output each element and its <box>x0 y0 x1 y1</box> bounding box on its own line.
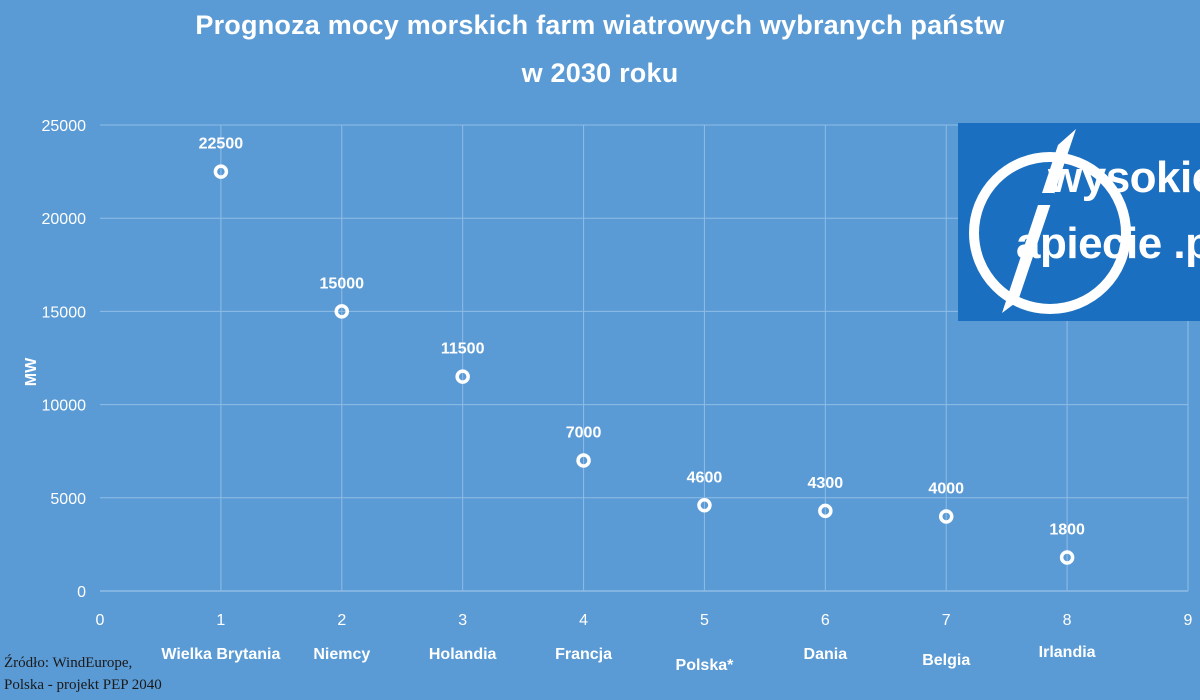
source-note-line-2: Polska - projekt PEP 2040 <box>4 677 162 693</box>
data-point <box>455 369 470 384</box>
category-label: Irlandia <box>1039 644 1096 661</box>
category-label: Niemcy <box>313 646 370 663</box>
y-axis-label: MW <box>23 357 40 386</box>
data-point <box>818 503 833 519</box>
y-tick-label: 25000 <box>42 118 87 135</box>
data-point <box>334 304 350 319</box>
chart-title: Prognoza mocy morskich farm wiatrowych w… <box>195 10 1005 40</box>
y-tick-label: 5000 <box>50 491 86 508</box>
category-label: Holandia <box>429 646 497 663</box>
y-tick-label: 10000 <box>42 398 87 415</box>
data-point <box>213 164 229 179</box>
source-note: Źródło: WindEurope, <box>4 655 133 671</box>
x-tick-label: 0 <box>96 612 105 629</box>
x-tick-label: 3 <box>458 612 467 629</box>
data-point <box>1059 550 1075 565</box>
x-tick-label: 8 <box>1063 612 1072 629</box>
logo: wysokie apiecie .pl <box>958 123 1200 321</box>
data-point <box>938 509 954 524</box>
category-label: Francja <box>555 646 612 663</box>
x-tick-label: 6 <box>821 612 830 629</box>
category-label: Belgia <box>922 652 970 669</box>
data-point <box>697 498 712 513</box>
x-tick-label: 9 <box>1184 612 1193 629</box>
y-tick-label: 20000 <box>42 211 87 228</box>
category-label: Polska* <box>676 657 735 674</box>
data-point <box>576 453 591 468</box>
data-label: 4600 <box>687 469 723 486</box>
data-label: 15000 <box>320 275 365 292</box>
data-label: 4300 <box>808 475 844 492</box>
category-label: Dania <box>804 646 848 663</box>
data-label: 22500 <box>199 136 244 153</box>
x-tick-label: 2 <box>337 612 346 629</box>
y-tick-label: 0 <box>77 584 86 601</box>
x-tick-label: 4 <box>579 612 588 629</box>
logo-text-wysokie: wysokie <box>1048 153 1200 202</box>
data-label: 4000 <box>928 480 964 497</box>
x-tick-label: 7 <box>942 612 951 629</box>
logo-text-napiecie: apiecie .pl <box>1016 219 1200 268</box>
y-tick-label: 15000 <box>42 304 87 321</box>
logo-mark-icon <box>969 129 1131 314</box>
data-label: 1800 <box>1049 521 1085 538</box>
data-label: 11500 <box>441 341 485 358</box>
chart-title-line-2: w 2030 roku <box>521 58 679 88</box>
data-label: 7000 <box>566 425 602 442</box>
category-label: Wielka Brytania <box>161 646 280 663</box>
x-tick-label: 5 <box>700 612 709 629</box>
x-tick-label: 1 <box>216 612 225 629</box>
